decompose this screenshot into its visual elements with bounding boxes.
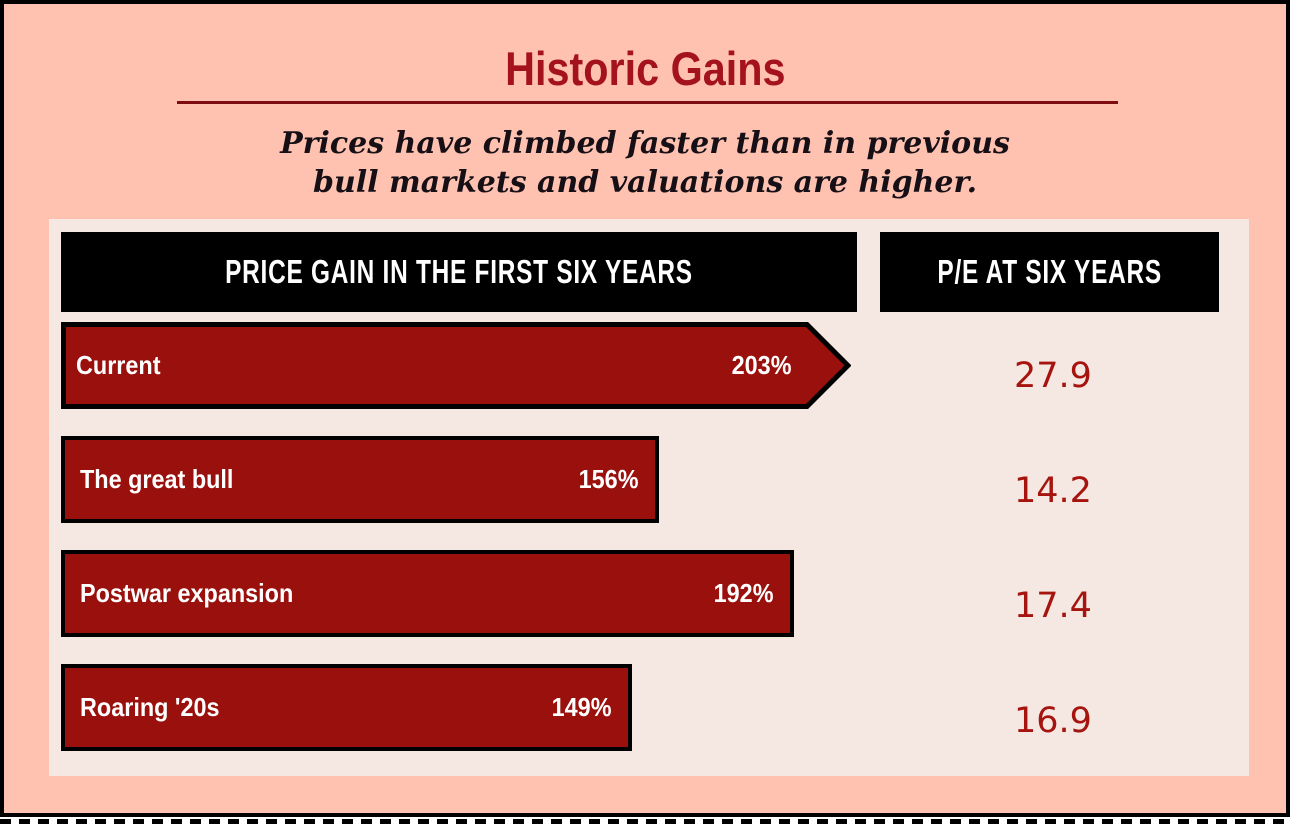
bar-the-great-bull: The great bull 156% (61, 436, 659, 523)
bar-label: The great bull (80, 464, 234, 494)
bar-value: 149% (551, 692, 611, 722)
column-header-pe-label: P/E AT SIX YEARS (937, 253, 1162, 290)
bar-roaring-20s: Roaring '20s 149% (61, 664, 632, 751)
chart-panel: PRICE GAIN IN THE FIRST SIX YEARS P/E AT… (49, 219, 1249, 776)
subtitle-line-2: bull markets and valuations are higher. (312, 165, 978, 200)
column-header-price-gain: PRICE GAIN IN THE FIRST SIX YEARS (61, 232, 857, 312)
bar-value: 203% (731, 350, 791, 380)
bar-label: Roaring '20s (80, 692, 220, 722)
bar-value: 156% (578, 464, 638, 494)
pe-value-current: 27.9 (1014, 356, 1092, 396)
pe-value-postwar-expansion: 17.4 (1014, 586, 1092, 626)
bar-label: Postwar expansion (80, 578, 294, 608)
subtitle-line-1: Prices have climbed faster than in previ… (280, 126, 1010, 161)
bar-label: Current (76, 350, 161, 380)
page-title: Historic Gains (4, 44, 1286, 94)
pe-value-roaring-20s: 16.9 (1014, 701, 1092, 741)
bar-value: 192% (713, 578, 773, 608)
pe-value-the-great-bull: 14.2 (1014, 471, 1092, 511)
bar-postwar-expansion: Postwar expansion 192% (61, 550, 794, 637)
arrow-bar-shape (61, 322, 851, 409)
title-divider (177, 101, 1118, 104)
chart-subtitle: Prices have climbed faster than in previ… (4, 124, 1286, 202)
bar-current: Current 203% (61, 322, 851, 409)
column-header-pe: P/E AT SIX YEARS (880, 232, 1219, 312)
dashed-edge-strip (0, 819, 1290, 824)
column-header-price-gain-label: PRICE GAIN IN THE FIRST SIX YEARS (225, 253, 693, 290)
page-title-text: Historic Gains (504, 42, 786, 95)
